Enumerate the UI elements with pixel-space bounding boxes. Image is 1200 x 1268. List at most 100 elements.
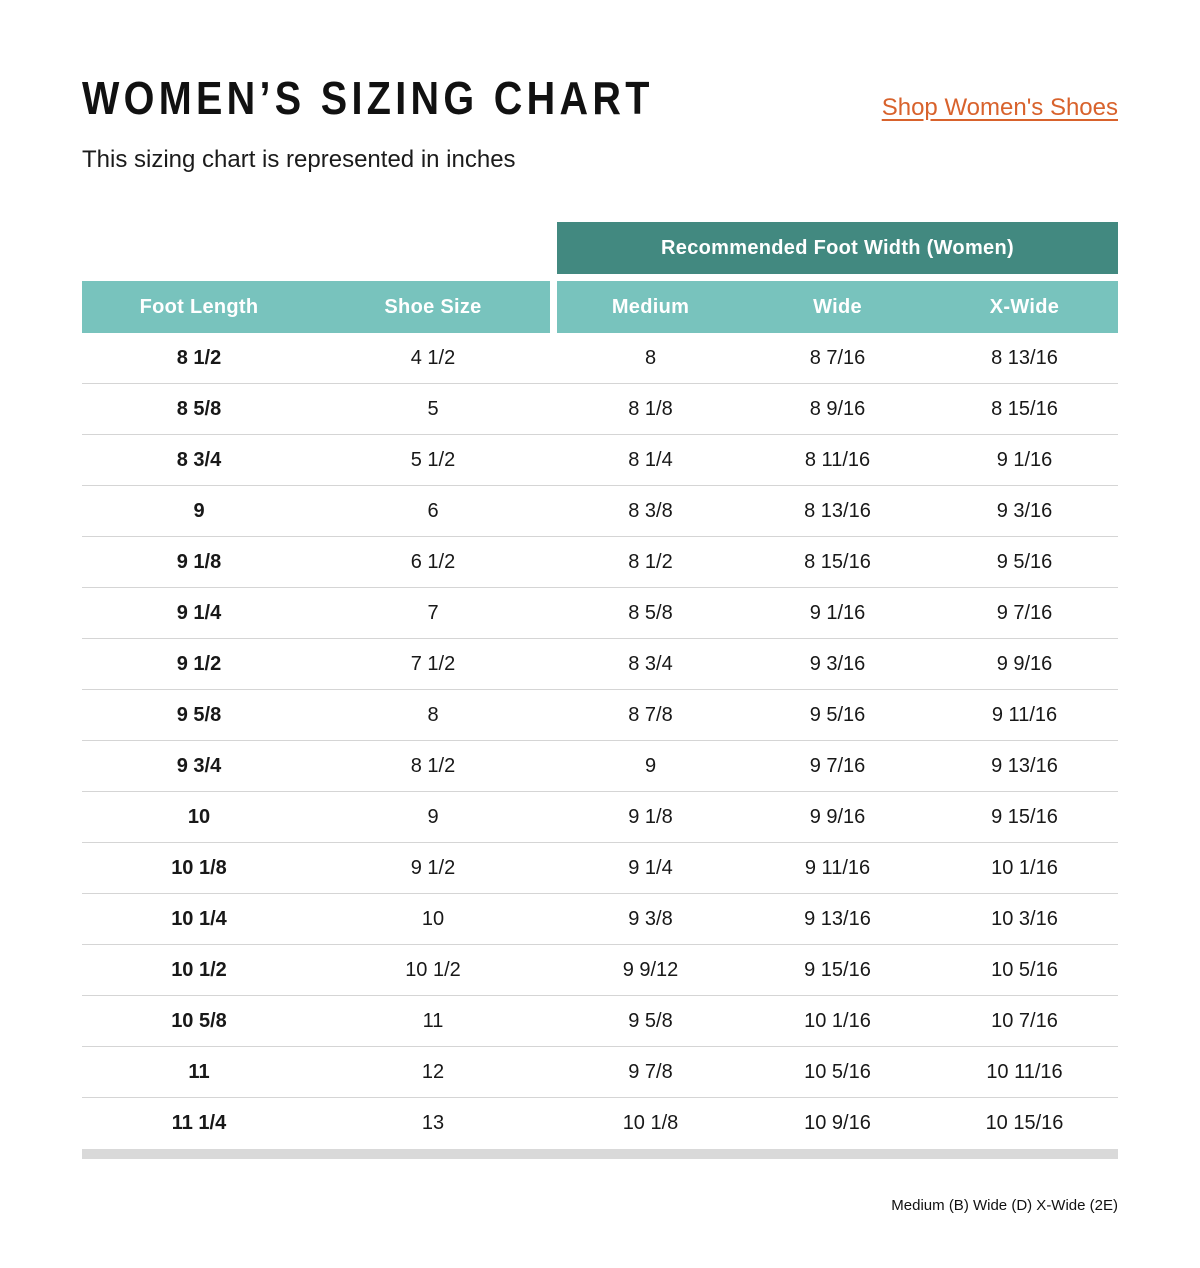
cell-foot-length: 9 1/2: [176, 652, 222, 675]
row-gap: [550, 588, 557, 638]
cell-shoe-size: 7: [427, 601, 439, 624]
left-header-block: Foot Length Shoe Size: [82, 281, 550, 334]
cell-shoe-size: 11: [422, 1009, 444, 1032]
column-header-row: Foot Length Shoe Size Medium Wide X-Wide: [82, 281, 1118, 334]
cell-wide: 9 13/16: [804, 907, 871, 930]
cell-medium: 9 7/8: [628, 1060, 673, 1083]
cell-x-wide: 10 15/16: [985, 1112, 1064, 1135]
cell-medium: 8: [644, 346, 657, 369]
table-row: 8 1/2 4 1/2 8 8 7/16 8 13/16: [82, 333, 1118, 385]
cell-shoe-size: 7 1/2: [410, 652, 456, 675]
cell-shoe-size: 6 1/2: [410, 550, 456, 573]
row-gap: [550, 333, 557, 383]
cell-shoe-size: 4 1/2: [410, 346, 456, 369]
right-header-block: Medium Wide X-Wide: [557, 281, 1118, 334]
cell-medium: 9 5/8: [628, 1009, 673, 1032]
column-header-wide: Wide: [813, 295, 862, 318]
cell-shoe-size: 10 1/2: [405, 958, 461, 981]
cell-x-wide: 9 9/16: [996, 652, 1053, 675]
cell-shoe-size: 6: [427, 499, 439, 522]
table-row: 10 9 9 1/8 9 9/16 9 15/16: [82, 792, 1118, 844]
shop-womens-shoes-link[interactable]: Shop Women's Shoes: [881, 94, 1118, 122]
table-body: 8 1/2 4 1/2 8 8 7/16 8 13/16 8 5/8 5 8 1…: [82, 333, 1118, 1149]
cell-shoe-size: 12: [421, 1060, 445, 1083]
cell-wide: 9 5/16: [809, 703, 866, 726]
row-gap: [550, 996, 557, 1046]
cell-x-wide: 9 3/16: [996, 499, 1053, 522]
page-subtitle: This sizing chart is represented in inch…: [82, 146, 516, 174]
cell-wide: 8 11/16: [804, 448, 871, 471]
cell-medium: 8 1/2: [628, 550, 673, 573]
cell-medium: 8 7/8: [628, 703, 673, 726]
cell-foot-length: 9 5/8: [176, 703, 222, 726]
row-gap: [550, 435, 557, 485]
cell-medium: 8 1/8: [628, 397, 673, 420]
cell-foot-length: 10 1/8: [171, 856, 227, 879]
column-header-x-wide: X-Wide: [989, 295, 1060, 318]
cell-shoe-size: 13: [421, 1112, 445, 1135]
cell-wide: 9 1/16: [809, 601, 866, 624]
header-gap: [550, 281, 557, 333]
cell-x-wide: 9 15/16: [991, 805, 1058, 828]
table-row: 11 1/4 13 10 1/8 10 9/16 10 15/16: [82, 1098, 1118, 1149]
cell-wide: 10 9/16: [804, 1112, 871, 1135]
page-header: WOMEN’S SIZING CHART Shop Women's Shoes: [82, 72, 1118, 124]
cell-wide: 9 9/16: [809, 805, 866, 828]
cell-medium: 10 1/8: [622, 1112, 679, 1135]
row-gap: [550, 843, 557, 893]
cell-x-wide: 9 1/16: [996, 448, 1053, 471]
row-gap: [550, 537, 557, 587]
cell-wide: 9 15/16: [804, 958, 871, 981]
column-header-shoe-size: Shoe Size: [384, 295, 482, 318]
group-header-spacer: [82, 222, 557, 274]
cell-medium: 9 1/8: [628, 805, 673, 828]
column-header-medium: Medium: [611, 295, 690, 318]
row-gap: [550, 486, 557, 536]
cell-medium: 8 3/8: [628, 499, 673, 522]
row-gap: [550, 741, 557, 791]
cell-wide: 9 7/16: [809, 754, 866, 777]
cell-foot-length: 9 3/4: [176, 754, 222, 777]
cell-medium: 9 9/12: [622, 958, 679, 981]
row-gap: [550, 945, 557, 995]
cell-wide: 10 1/16: [804, 1009, 871, 1032]
table-row: 9 1/2 7 1/2 8 3/4 9 3/16 9 9/16: [82, 639, 1118, 691]
cell-wide: 8 13/16: [804, 499, 871, 522]
cell-foot-length: 8 1/2: [176, 346, 222, 369]
cell-medium: 8 5/8: [628, 601, 673, 624]
sizing-table: Recommended Foot Width (Women) Foot Leng…: [82, 222, 1118, 1160]
table-row: 8 3/4 5 1/2 8 1/4 8 11/16 9 1/16: [82, 435, 1118, 487]
row-gap: [550, 1098, 557, 1149]
cell-wide: 8 9/16: [809, 397, 866, 420]
cell-foot-length: 8 5/8: [176, 397, 222, 420]
page-container: WOMEN’S SIZING CHART Shop Women's Shoes …: [82, 0, 1118, 1214]
table-row: 10 1/4 10 9 3/8 9 13/16 10 3/16: [82, 894, 1118, 946]
table-row: 9 1/8 6 1/2 8 1/2 8 15/16 9 5/16: [82, 537, 1118, 589]
cell-medium: 9 3/8: [628, 907, 673, 930]
group-header-row: Recommended Foot Width (Women): [82, 222, 1118, 275]
table-row: 9 3/4 8 1/2 9 9 7/16 9 13/16: [82, 741, 1118, 793]
row-gap: [550, 1047, 557, 1097]
recommended-foot-width-header: Recommended Foot Width (Women): [557, 222, 1118, 275]
cell-medium: 9: [644, 754, 657, 777]
cell-x-wide: 9 13/16: [991, 754, 1058, 777]
cell-x-wide: 10 7/16: [991, 1009, 1058, 1032]
cell-foot-length: 11: [188, 1060, 210, 1083]
width-legend-footnote: Medium (B) Wide (D) X-Wide (2E): [891, 1197, 1118, 1215]
table-bottom-bar: [82, 1149, 1118, 1160]
cell-foot-length: 9: [193, 499, 205, 522]
cell-x-wide: 9 7/16: [996, 601, 1053, 624]
cell-x-wide: 9 5/16: [996, 550, 1053, 573]
page-title: WOMEN’S SIZING CHART: [82, 72, 654, 124]
row-gap: [550, 894, 557, 944]
cell-foot-length: 9 1/4: [176, 601, 222, 624]
cell-x-wide: 10 11/16: [986, 1060, 1063, 1083]
cell-shoe-size: 5: [427, 397, 439, 420]
cell-wide: 9 11/16: [804, 856, 871, 879]
cell-medium: 8 1/4: [628, 448, 673, 471]
table-row: 8 5/8 5 8 1/8 8 9/16 8 15/16: [82, 384, 1118, 436]
cell-foot-length: 8 3/4: [176, 448, 222, 471]
cell-shoe-size: 10: [421, 907, 445, 930]
cell-shoe-size: 8: [427, 703, 439, 726]
table-row: 10 1/8 9 1/2 9 1/4 9 11/16 10 1/16: [82, 843, 1118, 895]
